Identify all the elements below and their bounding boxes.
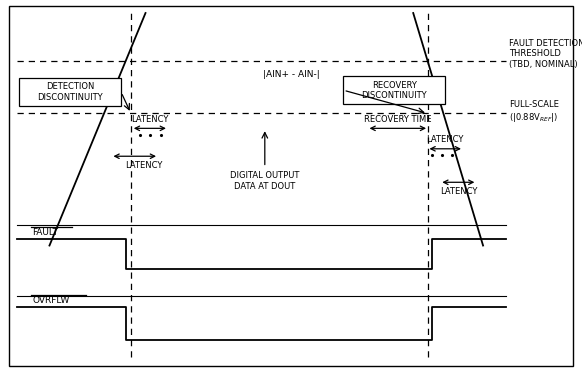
Text: FAULT DETECTION
THRESHOLD
(TBD, NOMINAL): FAULT DETECTION THRESHOLD (TBD, NOMINAL) [509,39,582,69]
Text: LATENCY: LATENCY [427,135,464,144]
Bar [19,78,121,106]
Bar [343,76,445,104]
Text: OVRFLW: OVRFLW [32,296,69,305]
Text: RECOVERY
DISCONTINUITY: RECOVERY DISCONTINUITY [361,80,427,100]
Text: FULL-SCALE
(|0.88V$_{REF}$|): FULL-SCALE (|0.88V$_{REF}$|) [509,100,559,124]
Text: FAULT: FAULT [32,228,58,237]
Text: DETECTION
DISCONTINUITY: DETECTION DISCONTINUITY [37,82,103,102]
Text: LATENCY: LATENCY [439,187,477,196]
Text: |AIN+ - AIN-|: |AIN+ - AIN-| [262,70,320,79]
Text: RECOVERY TIME: RECOVERY TIME [364,115,431,124]
Text: DIGITAL OUTPUT
DATA AT DOUT: DIGITAL OUTPUT DATA AT DOUT [230,171,300,190]
Text: LATENCY: LATENCY [131,115,169,124]
Text: LATENCY: LATENCY [125,161,162,170]
